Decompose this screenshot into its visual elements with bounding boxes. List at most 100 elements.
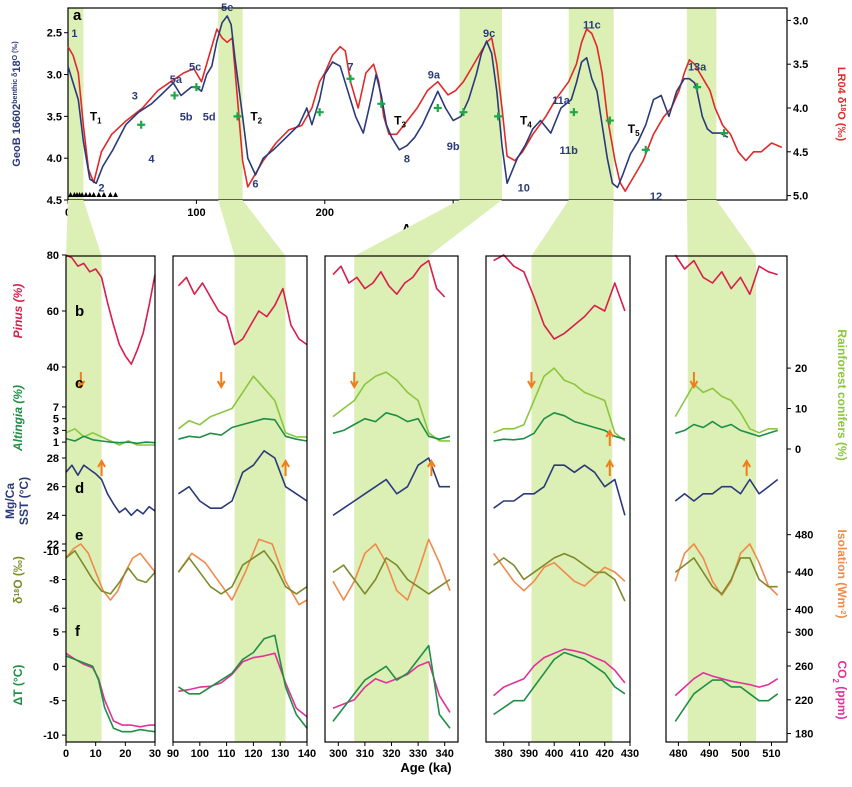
panel-label-a: a [73,7,82,24]
termination-label: T4 [520,114,532,130]
y-axis-label-d18o: δ18O (‰) [11,556,25,604]
y-axis-label-insolation: Isolation (Wm-2) [835,530,849,619]
dating-triangle [101,192,107,197]
series-line-dT [65,655,156,733]
x-tick-label: 430 [621,748,639,760]
x-tick-label: 100 [191,748,209,760]
stage-label: 5e [221,2,233,14]
stage-label: 9c [483,28,495,40]
y-axis-label-right-part: O (‰) [835,111,847,141]
series-line-altingia [178,417,308,442]
x-tick-label: 510 [762,748,780,760]
connector-band [531,200,614,256]
y-tick-label-left: 0 [53,661,59,673]
series-line-dT [332,644,451,729]
stage-label: 11a [552,95,571,107]
stage-label: 12 [650,191,662,203]
y-tick-label-right: 260 [795,661,813,673]
stage-label: 9a [428,70,441,82]
stage-label: 10 [518,183,530,195]
y-axis-label-pinus: Pinus (%) [11,284,25,339]
y-axis-label-left-part: O (‰) [12,41,19,60]
dating-triangle [79,192,85,197]
series-line-pinus [177,276,308,346]
tie-point-marker [605,116,614,125]
panel-b-f-2: 300 310 320 330 340 [324,255,459,760]
y-axis-label-left-part: GeoB 16602 [11,104,23,167]
y-tick-label-left: -6 [49,603,59,615]
termination-label-part: T [628,122,636,136]
x-tick-label: 110 [218,748,236,760]
series-line-co2 [332,660,451,713]
x-tick-label: 310 [356,748,374,760]
y-tick-label-left: 3.5 [47,111,62,123]
termination-label: T3 [394,114,406,130]
series-line-insol [492,552,626,592]
termination-label-part: 4 [527,121,532,130]
y-tick-label-left: 28 [47,453,59,465]
y-axis-label-left-part: benthic δ [12,73,19,104]
panel-b-f-3: 380 390 400 410 420 430 [485,254,639,760]
onset-arrow [281,459,290,476]
termination-label-part: 5 [635,129,640,138]
dating-triangle [113,192,119,197]
y-axis-label-insolation-part: ) [835,614,849,618]
series-line-conifers [493,367,626,442]
y-tick-label-left: 5 [53,414,59,426]
onset-arrow [527,372,536,389]
highlight-band [687,256,756,742]
y-axis-label-co2-part: (ppm) [835,683,849,720]
series-line-d18o [177,549,308,595]
termination-label-part: T [90,110,98,124]
x-tick-label: 330 [409,748,427,760]
stage-label: 2 [98,183,104,195]
y-tick-label-left: 2.5 [47,28,62,40]
x-tick-label: 10 [90,748,102,760]
y-tick-label-left: 3 [53,425,59,437]
x-tick-label: 320 [382,748,400,760]
x-tick-label: 0 [63,748,69,760]
x-tick-label: 500 [731,748,749,760]
tie-point-marker [170,91,179,100]
series-line-dT [177,634,308,729]
y-tick-label-right: 3.0 [793,15,808,27]
termination-label: T5 [628,122,640,138]
dating-triangle [68,192,74,197]
series-line-sst [177,449,308,510]
y-tick-label-left: 3.0 [47,70,62,82]
y-tick-label-left: 1 [53,437,59,449]
panel-b-f-0: 0 10 20 30 [63,254,161,760]
x-tick-label: 380 [495,748,513,760]
stage-label: 5b [180,112,193,124]
panel-label-c: c [75,375,83,392]
series-line-pinus [332,259,446,298]
y-tick-label-right: 4.0 [793,103,808,115]
y-tick-label-left: -5 [49,696,59,708]
dating-triangle [87,192,93,197]
y-axis-label-left: GeoB 16602benthic δ18O (‰) [11,41,23,166]
y-tick-label-right: 10 [795,404,807,416]
termination-label-part: 1 [97,117,102,126]
x-tick-label: 130 [271,748,289,760]
dating-triangle [96,192,102,197]
stage-label: 5c [189,61,201,73]
tie-point-marker [192,83,201,92]
onset-arrow [97,459,106,476]
onset-arrow [349,372,359,389]
y-tick-label-right: 440 [795,567,813,579]
x-tick-label: 400 [545,748,563,760]
termination-label: T1 [90,110,102,126]
y-axis-label-sst: SST (°C) [17,477,31,525]
series-line-lr04 [67,28,783,192]
panel-label-b: b [75,303,84,320]
tie-point-marker [377,99,386,108]
y-tick-label-left: 40 [47,362,59,374]
y-tick-label-left: 22 [47,539,59,551]
series-line-d18o [493,552,626,602]
series-line-co2 [65,652,155,728]
termination-label-part: T [520,114,528,128]
y-tick-label-left: 26 [47,482,59,494]
plot-frame [67,7,788,201]
y-axis-label-right: LR04 δ18O (‰) [835,67,847,142]
series-line-d18o [332,557,451,595]
